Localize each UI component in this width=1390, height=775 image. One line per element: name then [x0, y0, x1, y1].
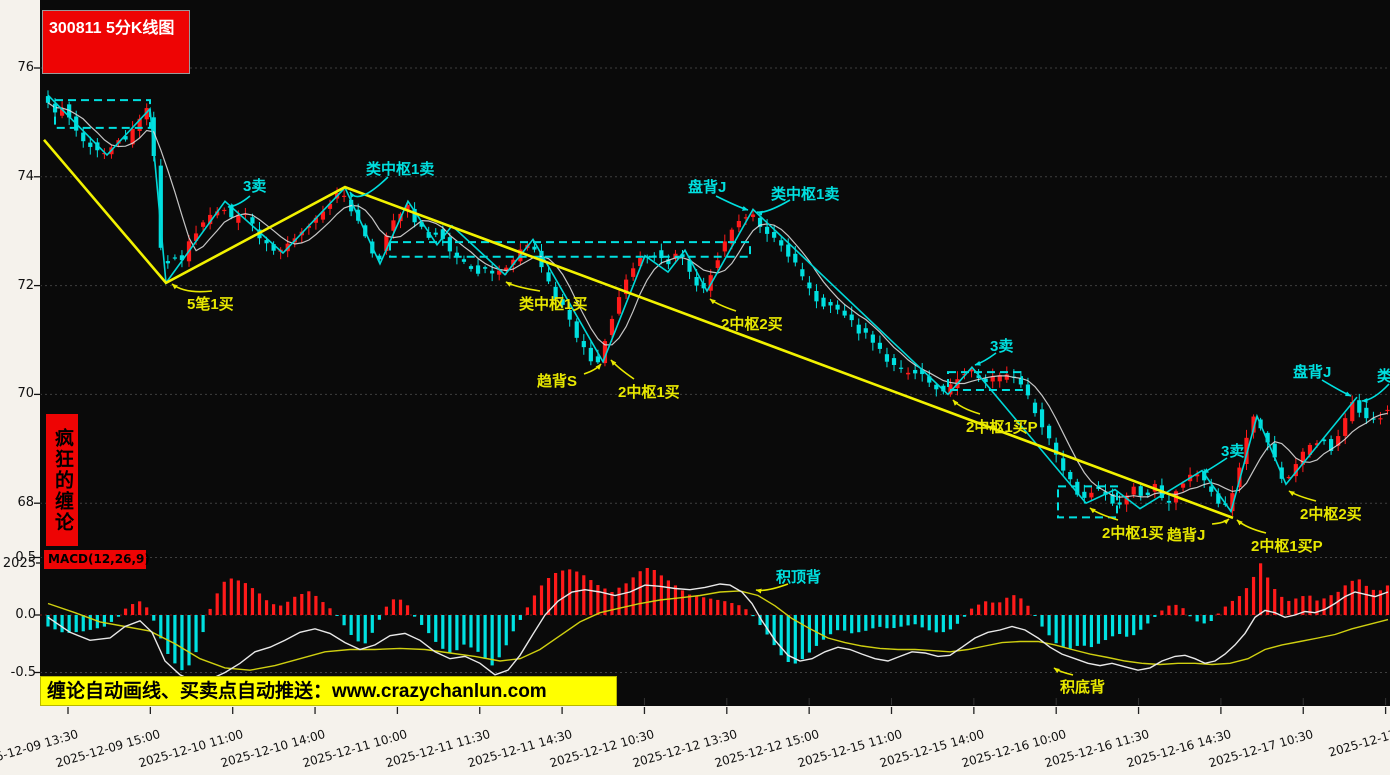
price-tick-label: 68: [17, 495, 34, 511]
promo-banner: 缠论自动画线、买卖点自动推送：www.crazychanlun.com: [40, 676, 617, 706]
chan-annotation-buy: 2中枢2买: [1300, 506, 1362, 523]
chan-annotation-sell: 3卖: [1221, 443, 1245, 460]
chan-annotation-buy: 类中枢1买: [519, 296, 588, 313]
watermark-text: 疯狂的缠论: [52, 427, 73, 533]
chan-annotation-buy: 2中枢1买P: [966, 419, 1038, 436]
price-tick-label: 74: [17, 168, 34, 184]
chan-annotation-sell: 3卖: [243, 178, 267, 195]
chan-annotation-sell: 类: [1377, 368, 1390, 385]
macd-indicator-label-box[interactable]: MACD(12,26,9): [44, 550, 150, 569]
price-tick-label: 76: [17, 60, 34, 75]
chan-annotation-buy: 2中枢1买: [618, 384, 680, 401]
watermark-banner-vertical: 疯狂的缠论: [46, 414, 78, 546]
chan-annotation-sell: 盘背J: [688, 179, 727, 196]
chan-annotation-buy: 积底背: [1060, 679, 1106, 696]
chan-annotation-buy: 2中枢2买: [721, 316, 783, 333]
chan-annotation-sell: 3卖: [990, 338, 1014, 355]
macd-tick-label: -0.5: [10, 664, 36, 680]
macd-indicator-label: MACD(12,26,9): [48, 552, 150, 566]
chan-annotation-buy: 趋背S: [537, 373, 578, 390]
price-tick-label: 70: [17, 386, 34, 402]
chan-annotation-sell: 类中枢1卖: [366, 161, 435, 178]
symbol-title-box: 300811 5分K线图: [42, 10, 190, 74]
price-tick-label: 72: [17, 277, 34, 293]
chan-annotation-sell: 积顶背: [776, 569, 822, 586]
chan-annotation-sell: 类中枢1卖: [771, 186, 840, 203]
chan-annotation-sell: 盘背J: [1293, 364, 1332, 381]
chan-annotation-buy: 趋背J: [1167, 527, 1206, 544]
chan-annotation-buy: 2中枢1买: [1102, 525, 1164, 542]
macd-tick-label: 0.0: [15, 607, 36, 622]
macd-tick-label: 0.5: [15, 549, 36, 565]
year-label: 2025: [2, 556, 36, 571]
promo-banner-text: 缠论自动画线、买卖点自动推送：www.crazychanlun.com: [47, 681, 547, 702]
symbol-title: 300811 5分K线图: [49, 20, 175, 37]
chan-annotation-buy: 5笔1买: [187, 296, 234, 313]
chan-annotation-buy: 2中枢1买P: [1251, 538, 1323, 555]
